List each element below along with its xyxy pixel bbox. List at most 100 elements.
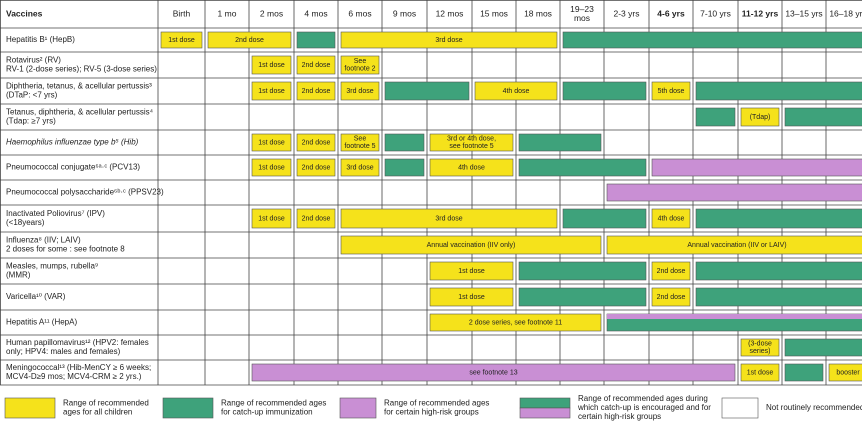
vaccine-name: RV-1 (2-dose series); RV-5 (3-dose serie… <box>6 65 157 74</box>
bar-label: 2nd dose <box>302 215 331 222</box>
bar-label: 1st dose <box>168 37 195 44</box>
age-range-bar <box>160 31 203 49</box>
age-header: 16–18 yrs <box>829 8 862 18</box>
vaccine-name: (<18years) <box>6 218 45 227</box>
age-range-bar <box>429 313 602 332</box>
bar-label: 2nd dose <box>302 88 331 95</box>
age-range-bar <box>296 158 336 177</box>
age-range-bar <box>740 363 780 382</box>
bar-label: See <box>354 58 367 65</box>
legend-text: which catch-up is encouraged and for <box>577 403 711 412</box>
age-range-bar <box>651 158 862 177</box>
vaccine-name: Hepatitis B¹ (HepB) <box>6 35 75 44</box>
header-bg <box>0 0 862 28</box>
age-header: Birth <box>173 8 191 18</box>
age-range-bar <box>474 81 558 101</box>
bar-label: booster <box>836 369 860 376</box>
age-range-bar <box>429 133 514 152</box>
age-range-bar <box>340 208 558 229</box>
vaccine-name: Measles, mumps, rubella⁹ <box>6 262 98 271</box>
age-range-bar <box>384 81 470 101</box>
age-range-bar <box>695 107 736 127</box>
age-header: 15 mos <box>480 8 508 18</box>
vaccine-name: Inactivated Poliovirus⁷ (IPV) <box>6 209 105 218</box>
vaccine-name: Varicella¹⁰ (VAR) <box>6 292 66 301</box>
age-header: 9 mos <box>393 8 416 18</box>
age-range-bar <box>207 31 292 49</box>
bar-label: 2nd dose <box>657 294 686 301</box>
legend-text: ages for all children <box>63 408 132 417</box>
vaccine-name: Meningococcal¹³ (Hib-MenCY ≥ 6 weeks; <box>6 363 151 372</box>
age-range-bar <box>384 133 425 152</box>
legend-swatch <box>519 407 571 419</box>
vaccine-name: Diphtheria, tetanus, & acellular pertuss… <box>6 82 152 91</box>
vaccine-name: Haemophilus influenzae type b⁵ (Hib) <box>6 138 139 147</box>
bar-label: 3rd dose <box>346 164 373 171</box>
age-range-bar <box>562 208 647 229</box>
age-range-bar <box>695 81 862 101</box>
age-range-bar <box>518 158 647 177</box>
age-range-bar <box>695 208 862 229</box>
age-header: 12 mos <box>436 8 464 18</box>
bar-label: (Tdap) <box>750 114 771 121</box>
age-range-bar <box>296 208 336 229</box>
legend-swatch <box>721 397 759 419</box>
vaccine-name: (Tdap: ≥7 yrs) <box>6 117 56 126</box>
vaccine-name: MCV4-D≥9 mos; MCV4-CRM ≥ 2 yrs.) <box>6 372 142 381</box>
vaccine-name: Tetanus, diphtheria, & acellular pertuss… <box>6 108 154 117</box>
bar-label: see footnote 5 <box>449 143 493 150</box>
age-range-bar <box>251 133 292 152</box>
legend-text: for certain high-risk groups <box>384 408 479 417</box>
bar-label: 2nd dose <box>302 164 331 171</box>
age-range-bar <box>784 107 862 127</box>
age-range-bar <box>562 81 647 101</box>
legend-text: Not routinely recommended <box>766 403 862 412</box>
bar-label: 1st dose <box>458 294 485 301</box>
legend-swatch <box>519 397 571 409</box>
age-range-bar <box>606 235 862 255</box>
bar-label: 1st dose <box>458 268 485 275</box>
legend-text: Range of recommended ages <box>221 399 326 408</box>
age-header: 13–15 yrs <box>785 8 822 18</box>
age-range-bar <box>296 55 336 75</box>
age-range-bar <box>251 158 292 177</box>
age-range-bar <box>251 55 292 75</box>
vaccine-name: Pneumococcal polysaccharide⁶ᵇ·ᶜ (PPSV23) <box>6 188 164 197</box>
bar-label: Annual vaccination (IIV or LAIV) <box>687 242 786 249</box>
bar-label: 1st dose <box>258 62 285 69</box>
bar-label: 2nd dose <box>302 139 331 146</box>
age-range-bar <box>251 81 292 101</box>
vaccine-name: Human papillomavirus¹² (HPV2: females <box>6 338 149 347</box>
age-range-bar <box>340 31 558 49</box>
age-header: 11-12 yrs <box>742 8 779 18</box>
risk-strip <box>607 314 862 319</box>
bar-label: 1st dose <box>747 369 774 376</box>
legend-text: certain high-risk groups <box>578 412 661 421</box>
age-range-bar <box>340 55 380 75</box>
age-range-bar <box>296 31 336 49</box>
bar-label: 4th dose <box>458 164 485 171</box>
bar-label: 2nd dose <box>235 37 264 44</box>
bar-label: 1st dose <box>258 164 285 171</box>
vaccine-name: (DTaP: <7 yrs) <box>6 91 58 100</box>
age-header: 1 mo <box>218 8 237 18</box>
header-vaccines: Vaccines <box>6 8 43 18</box>
age-range-bar <box>340 158 380 177</box>
legend-swatch <box>339 397 377 419</box>
age-header: 4 mos <box>304 8 327 18</box>
age-range-bar <box>695 261 862 281</box>
age-range-bar <box>429 261 514 281</box>
vaccine-name: Influenza⁸ (IIV; LAIV) <box>6 236 81 245</box>
bar-label: 3rd dose <box>346 88 373 95</box>
bar-label: 5th dose <box>658 88 685 95</box>
legend-text: Range of recommended <box>63 399 149 408</box>
legend-swatch <box>162 397 214 419</box>
vaccine-name: Hepatitis A¹¹ (HepA) <box>6 318 77 327</box>
age-range-bar <box>651 287 691 307</box>
bar-label: 3rd or 4th dose, <box>447 136 496 143</box>
bar-label: see footnote 13 <box>469 369 517 376</box>
age-range-bar <box>828 363 862 382</box>
vaccine-name: (MMR) <box>6 271 31 280</box>
